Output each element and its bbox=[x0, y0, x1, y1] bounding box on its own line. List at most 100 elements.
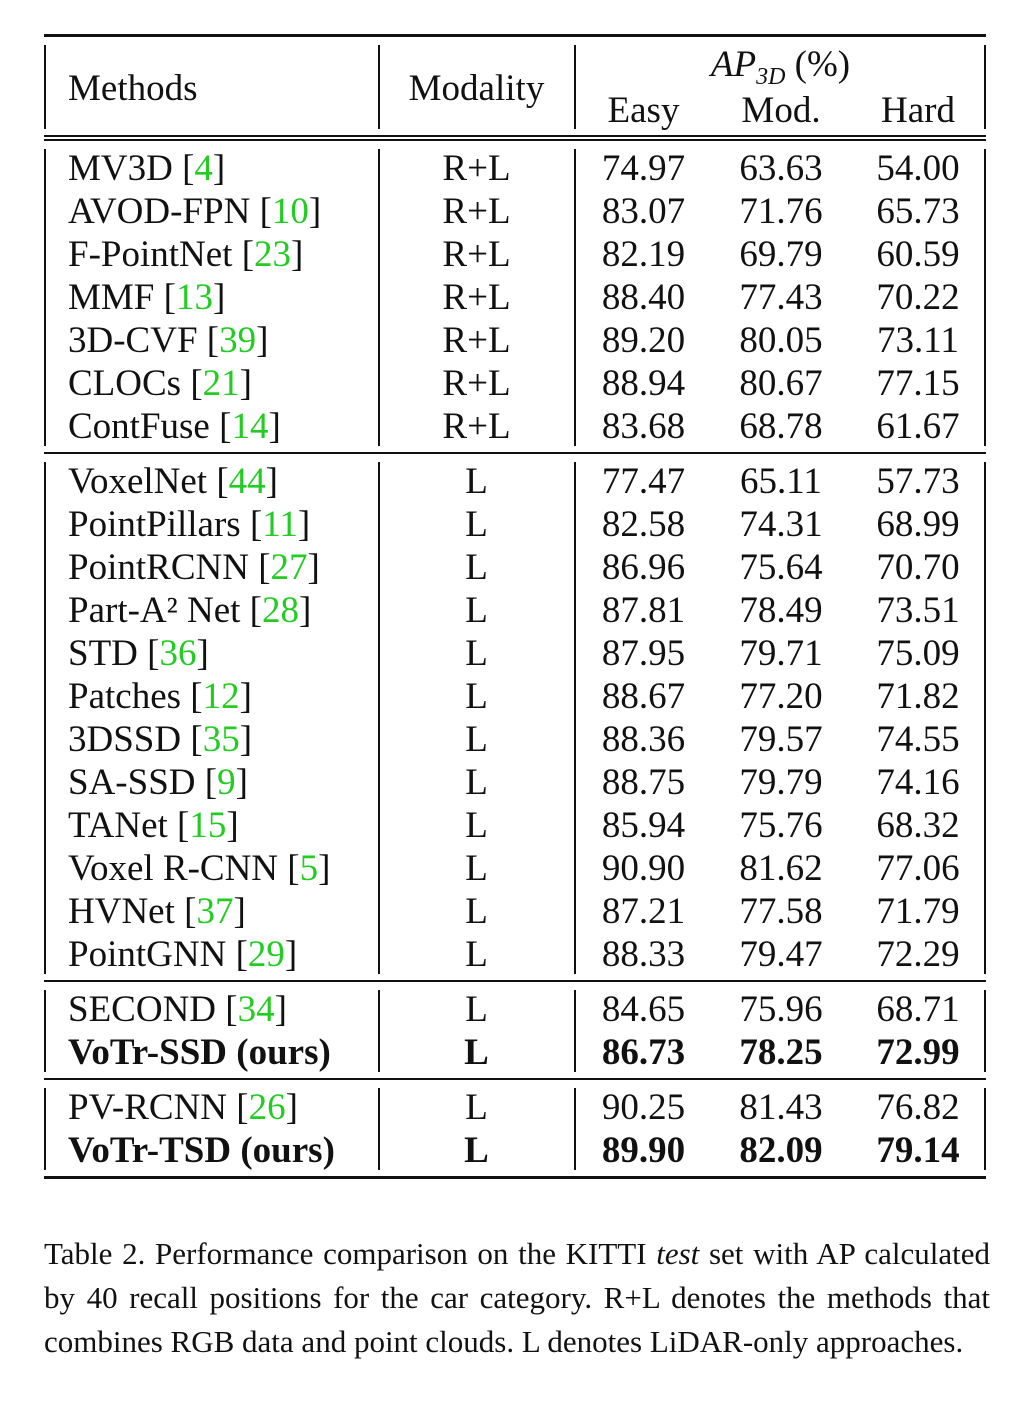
group-separator bbox=[44, 452, 986, 454]
hard-ap-cell: 73.51 bbox=[876, 590, 960, 631]
easy-ap-cell: 83.68 bbox=[601, 406, 686, 447]
easy-ap-cell: 77.47 bbox=[601, 461, 686, 502]
mod-ap-cell: 75.76 bbox=[739, 805, 823, 846]
table-row: Patches [12] L 88.67 77.20 71.82 bbox=[44, 675, 986, 718]
hard-ap-cell: 77.15 bbox=[876, 363, 960, 404]
results-table: Methods Modality AP3D (%) Easy Mod. Hard… bbox=[44, 34, 986, 1179]
citation-link[interactable]: 37 bbox=[196, 891, 234, 932]
table-row: MMF [13] R+L 88.40 77.43 70.22 bbox=[44, 276, 986, 319]
mod-ap-cell: 79.71 bbox=[739, 633, 823, 674]
mod-ap-cell: 69.79 bbox=[739, 234, 823, 275]
row-group: SECOND [34] L 84.65 75.96 68.71 VoTr-SSD (our… bbox=[44, 982, 986, 1078]
method-name: TANet [15] bbox=[68, 805, 239, 846]
hard-ap-cell: 70.70 bbox=[876, 547, 960, 588]
citation-link[interactable]: 11 bbox=[262, 504, 298, 545]
header-modality: Modality bbox=[408, 68, 545, 109]
method-name: AVOD-FPN [10] bbox=[68, 191, 322, 232]
modality-cell: L bbox=[465, 934, 488, 975]
mod-ap-cell: 80.05 bbox=[739, 320, 823, 361]
citation-link[interactable]: 23 bbox=[254, 234, 292, 275]
easy-ap-cell: 88.36 bbox=[601, 719, 686, 760]
easy-ap-cell: 86.96 bbox=[601, 547, 686, 588]
easy-ap-cell: 84.65 bbox=[601, 989, 686, 1030]
citation-link[interactable]: 5 bbox=[299, 848, 319, 889]
citation-link[interactable]: 12 bbox=[202, 676, 240, 717]
easy-ap-cell: 88.67 bbox=[601, 676, 686, 717]
modality-cell: R+L bbox=[442, 363, 511, 404]
table-row: TANet [15] L 85.94 75.76 68.32 bbox=[44, 804, 986, 847]
mod-ap-cell: 77.58 bbox=[739, 891, 823, 932]
easy-ap-cell: 90.25 bbox=[601, 1087, 686, 1128]
citation-link[interactable]: 27 bbox=[270, 547, 308, 588]
citation-link[interactable]: 4 bbox=[194, 148, 213, 189]
mod-ap-cell: 75.64 bbox=[739, 547, 823, 588]
modality-cell: L bbox=[465, 848, 488, 889]
header-difficulty-columns: Easy Mod. Hard bbox=[575, 89, 986, 132]
modality-cell: L bbox=[464, 1032, 489, 1073]
easy-ap-cell: 85.94 bbox=[601, 805, 686, 846]
modality-cell: R+L bbox=[442, 191, 511, 232]
top-rule bbox=[44, 34, 986, 37]
header-hard: Hard bbox=[881, 90, 955, 131]
table-row: SA-SSD [9] L 88.75 79.79 74.16 bbox=[44, 761, 986, 804]
method-name: MV3D [4] bbox=[68, 148, 226, 189]
row-group: PV-RCNN [26] L 90.25 81.43 76.82 VoTr-TSD (ou… bbox=[44, 1080, 986, 1176]
citation-link[interactable]: 36 bbox=[159, 633, 197, 674]
citation-link[interactable]: 29 bbox=[247, 934, 285, 975]
modality-cell: L bbox=[465, 504, 488, 545]
citation-link[interactable]: 13 bbox=[175, 277, 213, 318]
citation-link[interactable]: 9 bbox=[217, 762, 236, 803]
modality-cell: L bbox=[465, 989, 488, 1030]
hard-ap-cell: 74.16 bbox=[876, 762, 960, 803]
modality-cell: L bbox=[465, 590, 488, 631]
mod-ap-cell: 77.43 bbox=[739, 277, 823, 318]
hard-ap-cell: 60.59 bbox=[876, 234, 960, 275]
easy-ap-cell: 87.21 bbox=[601, 891, 686, 932]
header-mod: Mod. bbox=[741, 90, 821, 131]
method-name: STD [36] bbox=[68, 633, 209, 674]
mod-ap-cell: 68.78 bbox=[739, 406, 823, 447]
hard-ap-cell: 70.22 bbox=[876, 277, 960, 318]
modality-cell: L bbox=[464, 1130, 489, 1171]
hard-ap-cell: 79.14 bbox=[876, 1130, 960, 1171]
table-row: MV3D [4] R+L 74.97 63.63 54.00 bbox=[44, 147, 986, 190]
bottom-rule bbox=[44, 1176, 986, 1179]
hard-ap-cell: 65.73 bbox=[876, 191, 960, 232]
easy-ap-cell: 83.07 bbox=[601, 191, 686, 232]
hard-ap-cell: 77.06 bbox=[876, 848, 960, 889]
row-group: MV3D [4] R+L 74.97 63.63 54.00 AVOD-FPN [10] R… bbox=[44, 141, 986, 452]
easy-ap-cell: 87.81 bbox=[601, 590, 686, 631]
modality-cell: L bbox=[465, 719, 488, 760]
mod-ap-cell: 78.49 bbox=[739, 590, 823, 631]
table-row: HVNet [37] L 87.21 77.58 71.79 bbox=[44, 890, 986, 933]
method-name: F-PointNet [23] bbox=[68, 234, 304, 275]
citation-link[interactable]: 34 bbox=[237, 989, 275, 1030]
mod-ap-cell: 79.79 bbox=[739, 762, 823, 803]
hard-ap-cell: 54.00 bbox=[876, 148, 960, 189]
citation-link[interactable]: 44 bbox=[228, 461, 266, 502]
citation-link[interactable]: 35 bbox=[202, 719, 240, 760]
citation-link[interactable]: 15 bbox=[189, 805, 227, 846]
easy-ap-cell: 88.94 bbox=[601, 363, 686, 404]
table-row: CLOCs [21] R+L 88.94 80.67 77.15 bbox=[44, 362, 986, 405]
modality-cell: R+L bbox=[442, 148, 511, 189]
citation-link[interactable]: 10 bbox=[271, 191, 309, 232]
table-row: Part-A² Net [28] L 87.81 78.49 73.51 bbox=[44, 589, 986, 632]
mod-ap-cell: 71.76 bbox=[739, 191, 823, 232]
method-name: CLOCs [21] bbox=[68, 363, 252, 404]
citation-link[interactable]: 28 bbox=[262, 590, 299, 631]
method-name: ContFuse [14] bbox=[68, 406, 281, 447]
citation-link[interactable]: 21 bbox=[202, 363, 240, 404]
table-caption: Table 2. Performance comparison on the K… bbox=[44, 1236, 990, 1359]
method-name: Patches [12] bbox=[68, 676, 252, 717]
method-name: VoTr-TSD (ours) bbox=[68, 1130, 335, 1171]
group-separator-double bbox=[44, 139, 986, 141]
hard-ap-cell: 71.79 bbox=[876, 891, 960, 932]
citation-link[interactable]: 14 bbox=[231, 406, 269, 447]
citation-link[interactable]: 39 bbox=[219, 320, 257, 361]
modality-cell: L bbox=[465, 891, 488, 932]
table-row: PointGNN [29] L 88.33 79.47 72.29 bbox=[44, 933, 986, 976]
citation-link[interactable]: 26 bbox=[248, 1087, 286, 1128]
mod-ap-cell: 82.09 bbox=[739, 1130, 823, 1171]
hard-ap-cell: 73.11 bbox=[877, 320, 959, 361]
